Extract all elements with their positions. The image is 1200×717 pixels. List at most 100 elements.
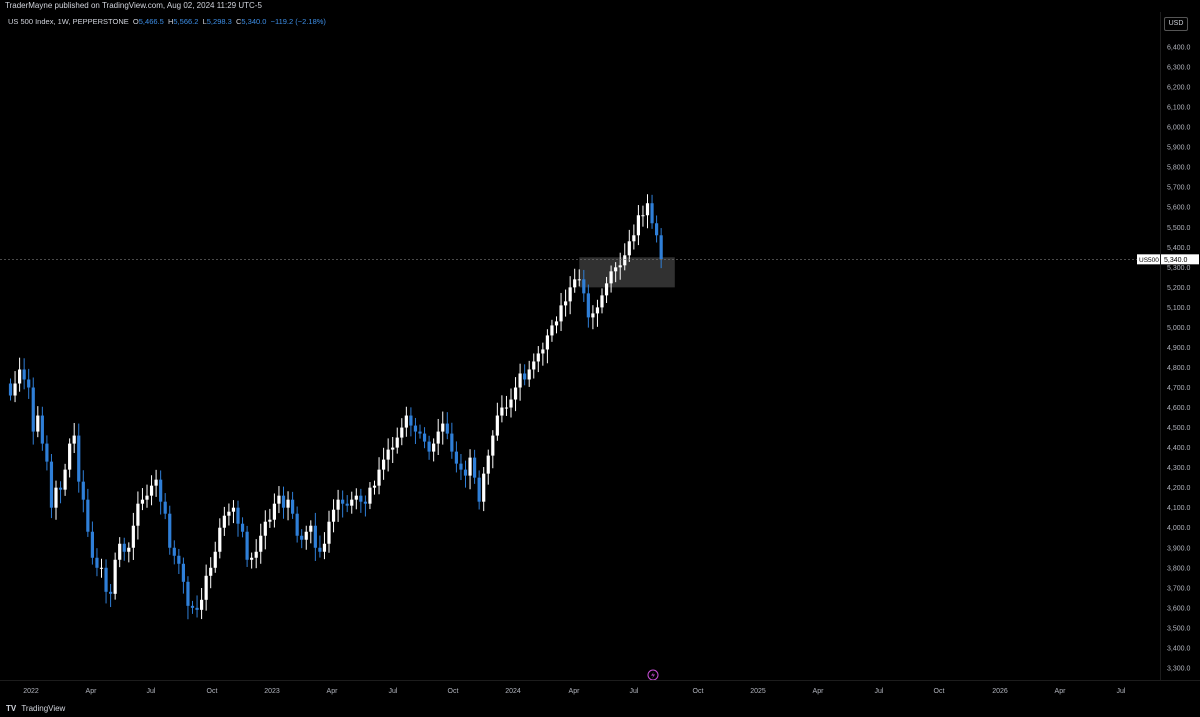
candle[interactable]: [386, 438, 390, 472]
candle[interactable]: [313, 512, 317, 561]
candle[interactable]: [58, 481, 63, 504]
candle[interactable]: [104, 559, 108, 604]
candle[interactable]: [541, 342, 545, 366]
candle[interactable]: [554, 316, 559, 334]
candle[interactable]: [504, 395, 509, 416]
price-axis[interactable]: 6,400.0 6,300.0 6,200.0 6,100.0 6,000.0 5,900…: [1160, 12, 1200, 680]
candle[interactable]: [218, 518, 222, 559]
candle[interactable]: [331, 499, 336, 533]
candle[interactable]: [586, 284, 590, 328]
candle[interactable]: [63, 463, 67, 496]
candle[interactable]: [655, 215, 659, 243]
candle[interactable]: [136, 491, 140, 540]
candle[interactable]: [177, 548, 181, 574]
candle[interactable]: [491, 430, 495, 469]
candle[interactable]: [450, 422, 454, 459]
candle[interactable]: [181, 557, 185, 594]
candle[interactable]: [645, 194, 650, 229]
candle[interactable]: [391, 436, 395, 464]
symbol-legend[interactable]: US 500 Index, 1W, PEPPERSTONE O5,466.5 H…: [8, 17, 326, 27]
candle[interactable]: [168, 505, 172, 555]
candle[interactable]: [81, 470, 85, 513]
candle[interactable]: [513, 377, 518, 412]
candle[interactable]: [377, 457, 381, 495]
demand-zone-rectangle[interactable]: [579, 257, 675, 288]
candle[interactable]: [195, 595, 199, 618]
candle[interactable]: [463, 460, 468, 488]
candle[interactable]: [86, 488, 90, 537]
candle[interactable]: [145, 484, 149, 508]
pulse-icon[interactable]: [647, 669, 659, 681]
currency-button[interactable]: USD: [1164, 17, 1188, 31]
candle[interactable]: [404, 406, 408, 437]
candle[interactable]: [559, 292, 563, 332]
candle[interactable]: [400, 418, 404, 446]
candle[interactable]: [623, 243, 627, 271]
candle[interactable]: [190, 600, 195, 614]
tradingview-logo-icon[interactable]: TV: [6, 704, 17, 713]
candle[interactable]: [213, 541, 217, 573]
candle[interactable]: [636, 205, 640, 246]
candle[interactable]: [118, 537, 122, 568]
candle[interactable]: [236, 500, 240, 537]
candle[interactable]: [186, 576, 190, 620]
candle[interactable]: [72, 422, 76, 454]
candle[interactable]: [304, 525, 308, 550]
candle[interactable]: [577, 269, 581, 287]
candle[interactable]: [318, 535, 322, 558]
candle[interactable]: [454, 441, 458, 473]
candle[interactable]: [250, 552, 254, 569]
candle[interactable]: [36, 406, 40, 438]
candle[interactable]: [632, 224, 636, 250]
candle[interactable]: [550, 319, 554, 342]
candle[interactable]: [159, 470, 163, 515]
candle[interactable]: [473, 449, 477, 484]
candle[interactable]: [641, 205, 645, 227]
candle[interactable]: [18, 357, 22, 392]
candle[interactable]: [573, 268, 577, 293]
candle[interactable]: [154, 469, 158, 497]
candle[interactable]: [359, 488, 363, 513]
candle[interactable]: [336, 489, 340, 522]
candle[interactable]: [8, 378, 13, 401]
candle[interactable]: [659, 228, 663, 269]
candle[interactable]: [45, 435, 49, 471]
candle[interactable]: [345, 495, 349, 513]
candle[interactable]: [149, 475, 154, 506]
candle[interactable]: [486, 449, 490, 485]
candle[interactable]: [263, 510, 267, 550]
candle[interactable]: [409, 407, 413, 437]
candle[interactable]: [477, 470, 481, 510]
candle[interactable]: [650, 194, 654, 229]
candle[interactable]: [322, 532, 327, 560]
candle[interactable]: [277, 486, 281, 514]
candle[interactable]: [327, 510, 331, 553]
candle[interactable]: [432, 438, 436, 462]
time-axis[interactable]: 2022 Apr Jul Oct 2023 Apr Jul Oct 2024 Apr Jul Oct 2…: [0, 680, 1200, 701]
candle[interactable]: [68, 438, 72, 478]
chart-area[interactable]: US500: [0, 12, 1160, 681]
candle[interactable]: [422, 427, 427, 449]
candle[interactable]: [564, 289, 568, 317]
candle[interactable]: [609, 265, 613, 293]
candle[interactable]: [127, 542, 131, 563]
candle[interactable]: [436, 418, 440, 456]
candle[interactable]: [254, 539, 258, 569]
candle[interactable]: [200, 588, 204, 620]
candle[interactable]: [227, 503, 231, 526]
candle[interactable]: [518, 363, 522, 401]
candle[interactable]: [527, 360, 531, 387]
candle[interactable]: [350, 491, 354, 514]
candlestick-chart[interactable]: US500: [0, 12, 1160, 681]
candle[interactable]: [95, 548, 99, 577]
candle[interactable]: [591, 305, 595, 330]
candle[interactable]: [568, 276, 572, 315]
candle[interactable]: [413, 417, 418, 444]
candle[interactable]: [291, 491, 295, 519]
candle[interactable]: [495, 402, 499, 441]
candle[interactable]: [482, 467, 486, 512]
candle[interactable]: [240, 517, 245, 538]
candle[interactable]: [618, 252, 622, 280]
candle[interactable]: [600, 288, 604, 314]
candle[interactable]: [163, 493, 167, 520]
